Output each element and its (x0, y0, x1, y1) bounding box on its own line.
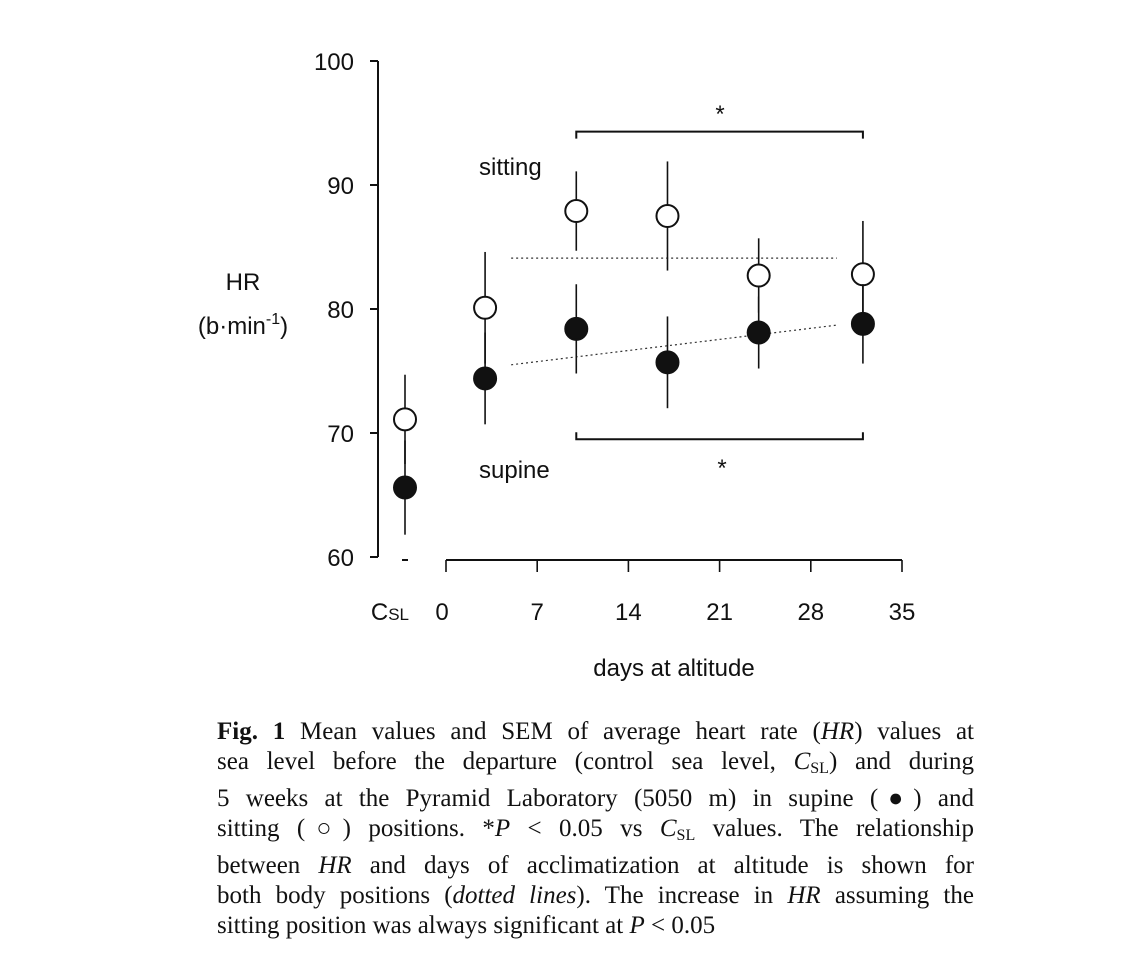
x-tick-label: 7 (531, 599, 544, 626)
series-label-supine: supine (479, 457, 550, 484)
caption-text: HR (318, 852, 352, 879)
caption-line: 5 weeks at the Pyramid Laboratory (5050 … (217, 784, 974, 814)
axes: 60 70 80 90 100 0 7 14 21 28 35 (314, 49, 915, 626)
caption-line: Fig. 1 Mean values and SEM of average he… (217, 717, 974, 747)
y-axis-unit-sup: -1 (266, 311, 280, 328)
y-axis-unit-main: (b·min (198, 313, 266, 340)
series-label-sitting: sitting (479, 154, 542, 181)
caption-text: ). The increase in (576, 882, 788, 909)
x-tick-label: 21 (706, 599, 733, 626)
data-points (393, 161, 875, 535)
caption-text: < 0.05 vs (510, 815, 660, 842)
x-axis-label: days at altitude (593, 655, 754, 682)
caption-text: sitting position was always significant … (217, 912, 630, 939)
labels: HR (b·min-1) days at altitude CSL sittin… (198, 101, 755, 682)
control-label-sub: SL (388, 605, 409, 624)
caption-text: SL (810, 760, 829, 777)
caption-line: sitting (○) positions. *P < 0.05 vs CSL … (217, 814, 974, 851)
y-tick-label: 70 (327, 421, 354, 448)
point-supine-day-3 (473, 366, 498, 391)
y-axis-label: HR (226, 269, 261, 296)
caption-text: Mean values and SEM of average heart rat… (285, 718, 821, 745)
caption-text: and days of acclimatization at altitude … (351, 852, 974, 879)
point-supine-day-32 (850, 311, 875, 336)
x-tick-label: 35 (889, 599, 916, 626)
caption-text: ) and during (828, 748, 974, 775)
caption-line: sitting position was always significant … (217, 911, 974, 941)
y-tick-label: 90 (327, 173, 354, 200)
caption-text: P (629, 912, 645, 939)
x-tick-label: 28 (797, 599, 824, 626)
caption-text: sea level before the departure (control … (217, 748, 794, 775)
point-supine-control (393, 475, 417, 500)
caption-text: < 0.05 (644, 912, 716, 939)
point-sitting-day-32 (850, 262, 875, 287)
caption-line: between HR and days of acclimatization a… (217, 851, 974, 881)
caption-text: dotted lines (452, 882, 577, 909)
trend-lines (511, 257, 837, 366)
point-sitting-day-3 (473, 295, 498, 320)
caption-text: SL (676, 827, 696, 844)
point-sitting-day-10 (564, 199, 589, 224)
caption-text: sitting (○) positions. * (217, 815, 495, 842)
significance-bracket-supine (575, 432, 864, 441)
caption-text: HR (820, 718, 855, 745)
caption-text: C (793, 748, 811, 775)
caption-text: ) values at (854, 718, 975, 745)
caption-text: between (217, 852, 319, 879)
control-label-main: C (371, 599, 388, 626)
caption-line: both body positions (dotted lines). The … (217, 881, 974, 911)
caption-text: C (659, 815, 677, 842)
caption-text: P (494, 815, 511, 842)
y-tick-label: 60 (327, 545, 354, 572)
y-tick-label: 100 (314, 49, 354, 76)
caption-text: both body positions ( (217, 882, 453, 909)
y-tick-label: 80 (327, 297, 354, 324)
point-sitting-day-17 (655, 204, 680, 228)
x-tick-label: 14 (615, 599, 642, 626)
significance-asterisk-supine: * (717, 455, 726, 482)
caption-text: HR (787, 882, 821, 909)
caption-text: 5 weeks at the Pyramid Laboratory (5050 … (217, 785, 974, 812)
point-sitting-day-24 (746, 263, 771, 288)
point-supine-day-10 (564, 316, 589, 341)
caption-text: Fig. 1 (217, 718, 286, 745)
x-tick-label: 0 (435, 599, 448, 626)
point-supine-day-17 (655, 350, 680, 375)
caption-line: sea level before the departure (control … (217, 747, 974, 784)
significance-bracket-sitting (575, 130, 864, 139)
caption-text: values. The relationship (695, 815, 975, 842)
y-axis-unit-close: ) (280, 313, 288, 340)
figure-caption: Fig. 1 Mean values and SEM of average he… (217, 717, 974, 941)
significance-asterisk-sitting: * (715, 101, 724, 128)
control-tick-label: CSL (371, 599, 409, 626)
point-sitting-control (393, 407, 417, 432)
y-axis-unit: (b·min-1) (198, 311, 288, 340)
caption-text: assuming the (820, 882, 974, 909)
point-supine-day-24 (746, 320, 771, 345)
